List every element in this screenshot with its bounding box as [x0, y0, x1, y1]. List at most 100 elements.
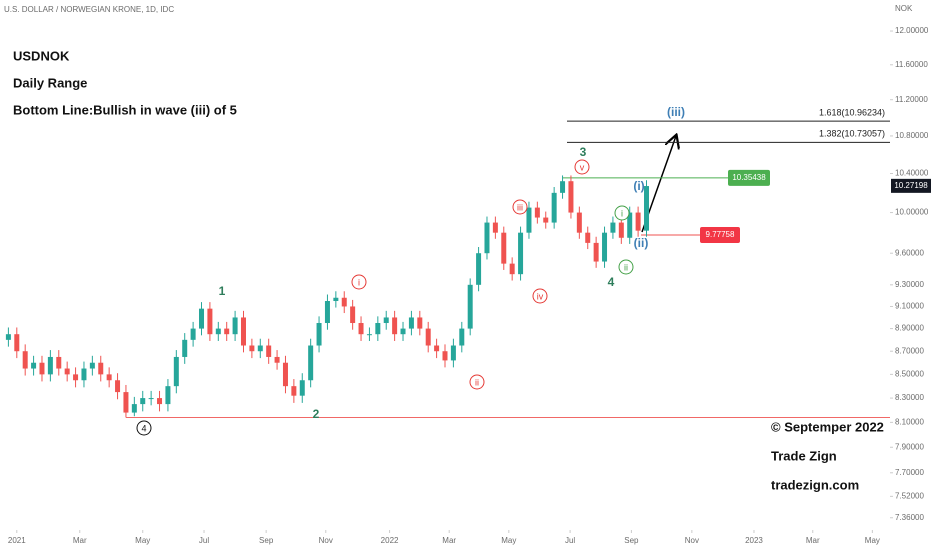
- y-tick-label: 10.80000: [895, 131, 929, 140]
- credit: © Septemper 2022: [771, 419, 884, 434]
- candle-body: [47, 356, 53, 375]
- candle-body: [148, 398, 154, 400]
- candle-body: [551, 192, 557, 223]
- candle-body: [282, 362, 288, 387]
- candle-body: [22, 351, 28, 369]
- candle-body: [576, 212, 582, 233]
- candle-body: [266, 345, 272, 357]
- candle-body: [341, 297, 347, 307]
- candle-body: [140, 398, 146, 405]
- fib-label: 1.618(10.96234): [819, 107, 885, 117]
- x-tick-label: Jul: [199, 536, 209, 545]
- wave-label: 4: [608, 275, 615, 289]
- fib-label: 1.382(10.73057): [819, 129, 885, 139]
- x-tick-label: Nov: [319, 536, 333, 545]
- candle-body: [534, 207, 540, 218]
- x-tick-label: Mar: [442, 536, 456, 545]
- candle-body: [350, 306, 356, 324]
- candle-body: [39, 362, 45, 375]
- stop-tag: [700, 226, 740, 243]
- candle-body: [501, 232, 507, 264]
- candle-body: [366, 334, 372, 336]
- candle-body: [526, 207, 532, 233]
- candle-body: [518, 232, 524, 275]
- candle-body: [308, 345, 314, 381]
- candle-body: [190, 328, 196, 340]
- candle-body: [400, 328, 406, 335]
- candle-body: [417, 317, 423, 329]
- candle-body: [165, 386, 171, 405]
- candle-body: [173, 356, 179, 387]
- candle-body: [14, 334, 20, 352]
- candle-body: [81, 368, 87, 381]
- candle-body: [383, 317, 389, 324]
- candle-body: [115, 380, 121, 393]
- y-tick-label: 9.10000: [895, 302, 924, 311]
- candle-body: [560, 181, 566, 193]
- y-tick-label: 8.10000: [895, 417, 924, 426]
- candle-body: [593, 242, 599, 262]
- y-tick-label: 11.20000: [895, 95, 928, 104]
- y-tick-label: 9.30000: [895, 280, 924, 289]
- wave-label: 2: [313, 407, 320, 421]
- x-tick-label: 2023: [745, 536, 763, 545]
- wave-circle: [618, 259, 634, 275]
- wave-label: (ii): [634, 236, 649, 250]
- y-tick-label: 9.60000: [895, 248, 924, 257]
- candle-body: [610, 222, 616, 233]
- candle-body: [249, 345, 255, 352]
- y-tick-label: 8.50000: [895, 369, 924, 378]
- wave-label: iv: [537, 291, 544, 301]
- target-tag: [728, 169, 770, 186]
- candle-body: [299, 380, 305, 396]
- candle-body: [207, 308, 213, 335]
- x-tick-label: 2022: [381, 536, 399, 545]
- stop-label: 9.77758: [706, 230, 735, 239]
- wave-circle: [532, 288, 548, 304]
- wave-label: (iii): [667, 105, 685, 119]
- x-tick-label: Sep: [624, 536, 639, 545]
- y-tick-label: 7.90000: [895, 442, 924, 451]
- y-tick-label: 7.52000: [895, 491, 924, 500]
- note: Bottom Line:Bullish in wave (iii) of 5: [13, 102, 237, 117]
- candle-body: [131, 404, 137, 413]
- candle-body: [64, 368, 70, 375]
- candle-body: [618, 222, 624, 238]
- x-tick-label: May: [135, 536, 150, 545]
- candle-body: [375, 323, 381, 335]
- wave-label: iii: [517, 202, 523, 212]
- candle-body: [627, 212, 633, 238]
- candle-body: [333, 297, 339, 302]
- credit: Trade Zign: [771, 448, 837, 463]
- candle-body: [644, 186, 650, 231]
- y-tick-label: 8.30000: [895, 393, 924, 402]
- wave-label: v: [580, 162, 585, 172]
- candle-body: [459, 328, 465, 346]
- candle-body: [240, 317, 246, 346]
- currency-label: NOK: [895, 4, 913, 13]
- y-tick-label: 12.00000: [895, 26, 929, 35]
- last-price-label: 10.27198: [894, 181, 928, 190]
- y-tick-label: 11.60000: [895, 60, 928, 69]
- candle-body: [543, 217, 549, 223]
- note: Daily Range: [13, 75, 87, 90]
- candle-body: [492, 222, 498, 233]
- candle-body: [224, 328, 230, 335]
- candle-body: [442, 351, 448, 361]
- y-tick-label: 7.70000: [895, 468, 924, 477]
- candle-body: [89, 362, 95, 369]
- x-tick-label: Mar: [73, 536, 87, 545]
- candle-body: [408, 317, 414, 329]
- candle-body: [450, 345, 456, 361]
- chart-header: U.S. DOLLAR / NORWEGIAN KRONE, 1D, IDC: [4, 5, 174, 14]
- candle-body: [509, 263, 515, 275]
- candle-body: [106, 374, 112, 381]
- candle-body: [484, 222, 490, 254]
- candle-body: [274, 356, 280, 363]
- candle-body: [123, 392, 129, 413]
- candle-body: [316, 323, 322, 346]
- wave-label: ii: [475, 377, 479, 387]
- wave-circle: [469, 374, 485, 390]
- candle-body: [392, 317, 398, 335]
- candle-body: [56, 356, 62, 369]
